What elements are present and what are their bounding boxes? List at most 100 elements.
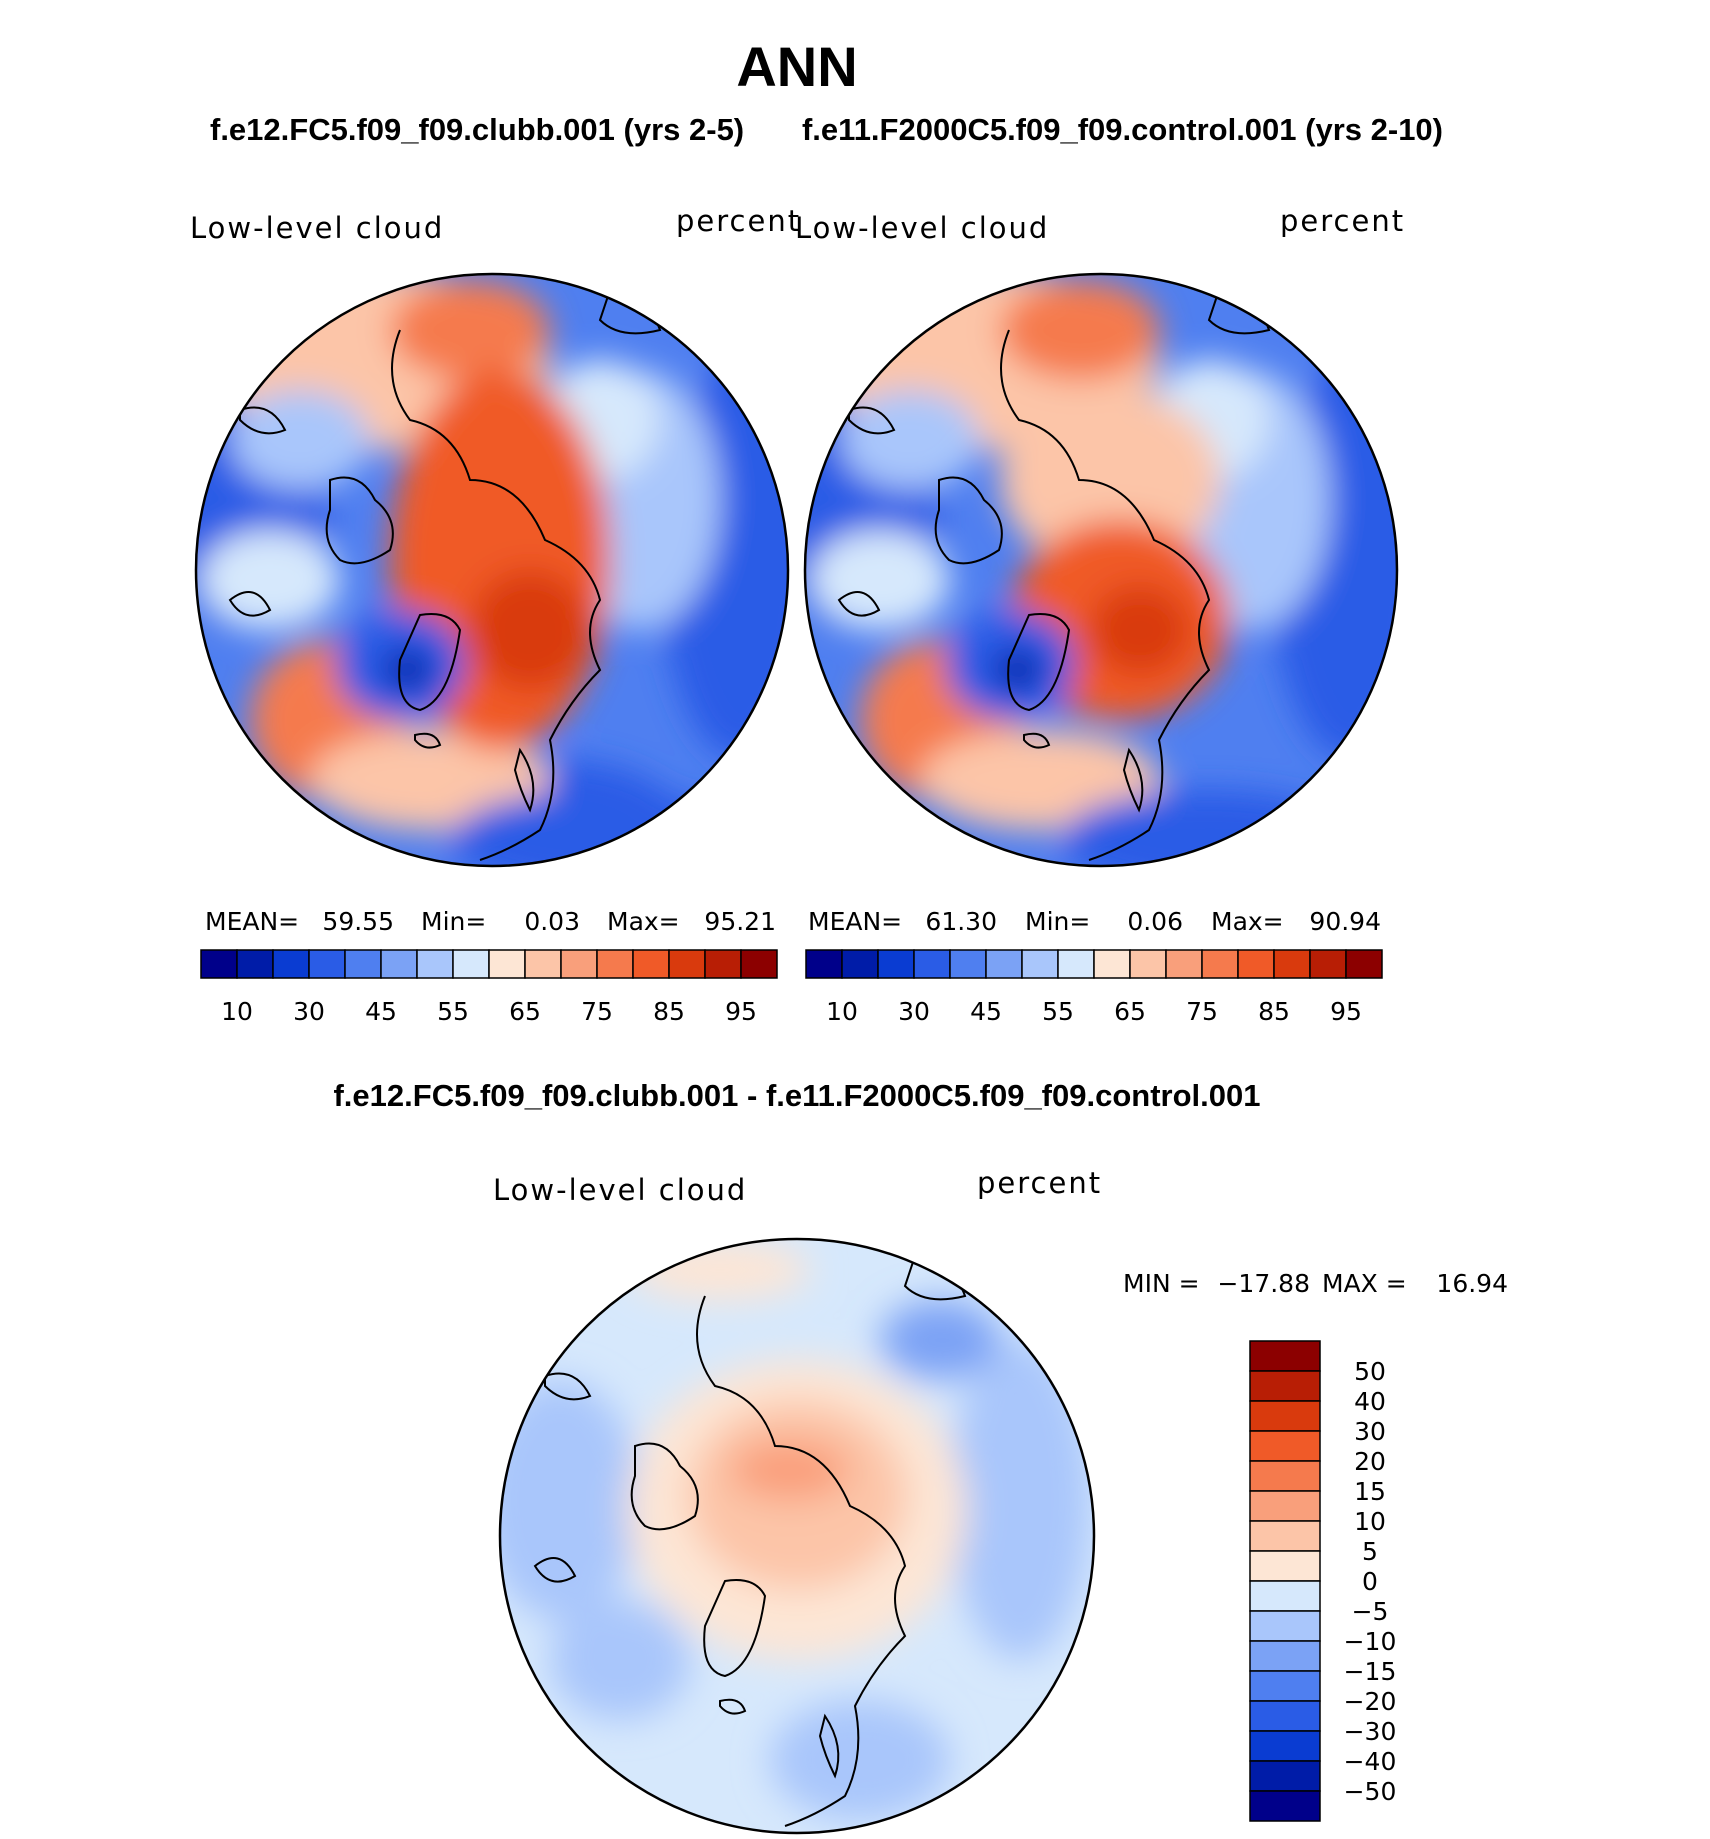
panel-a-mean-value: 59.55 (322, 907, 394, 936)
colorbar-swatch (1249, 1550, 1321, 1582)
panel-c-min-label: MIN = (1123, 1269, 1200, 1298)
panel-c-min-value: −17.88 (1217, 1269, 1310, 1298)
colorbar-tick-label: 50 (1354, 1357, 1386, 1386)
colorbar-tick-label: 55 (437, 997, 469, 1026)
colorbar-swatch (1249, 1760, 1321, 1792)
colorbar-swatch (1273, 949, 1311, 979)
panel-c-map-field (500, 1239, 1094, 1833)
colorbar-swatch (1249, 1490, 1321, 1522)
colorbar-tick-label: 20 (1354, 1447, 1386, 1476)
colorbar-swatch (1057, 949, 1095, 979)
colorbar-tick-label: 85 (653, 997, 685, 1026)
colorbar-swatch (632, 949, 670, 979)
colorbar-tick-label: 65 (1114, 997, 1146, 1026)
colorbar-tick-label: 15 (1354, 1477, 1386, 1506)
colorbar-swatch (488, 949, 526, 979)
colorbar-tick-label: 95 (725, 997, 757, 1026)
colorbar-tick-label: 10 (221, 997, 253, 1026)
colorbar-swatch (740, 949, 778, 979)
colorbar-swatch (913, 949, 951, 979)
panel-c-stats: MIN = −17.88 MAX = 16.94 (1123, 1269, 1508, 1298)
colorbar-swatch (841, 949, 879, 979)
colorbar-tick-label: 45 (970, 997, 1002, 1026)
colorbar-swatch (1249, 1730, 1321, 1762)
colorbar-tick-label: −50 (1344, 1777, 1397, 1806)
colorbar-swatch (380, 949, 418, 979)
colorbar-swatch (877, 949, 915, 979)
colorbar-swatch (1249, 1520, 1321, 1552)
panel-c-coastlines (533, 1254, 967, 1827)
colorbar-tick-label: 65 (509, 997, 541, 1026)
colorbar-swatch (1201, 949, 1239, 979)
colorbar-swatch (596, 949, 634, 979)
colorbar-swatch (236, 949, 274, 979)
colorbar-swatch (1249, 1340, 1321, 1372)
colorbar-swatch (805, 949, 843, 979)
panel-a-max-label: Max= (607, 907, 680, 936)
colorbar-swatch (1249, 1670, 1321, 1702)
panel-a-mean-label: MEAN= (205, 907, 299, 936)
panel-a-map-border (194, 272, 790, 868)
colorbar-swatch (560, 949, 598, 979)
colorbar-swatch (1093, 949, 1131, 979)
colorbar-tick-label: 85 (1258, 997, 1290, 1026)
panel-c-max-label: MAX = (1322, 1269, 1407, 1298)
colorbar-tick-label: 30 (293, 997, 325, 1026)
colorbar-tick-label: 55 (1042, 997, 1074, 1026)
panel-b-min-value: 0.06 (1127, 907, 1183, 936)
colorbar-tick-label: −10 (1344, 1627, 1397, 1656)
diff-title: f.e12.FC5.f09_f09.clubb.001 - f.e11.F200… (333, 1078, 1260, 1113)
colorbar-swatch (1249, 1370, 1321, 1402)
colorbar-swatch (416, 949, 454, 979)
colorbar-tick-label: −20 (1344, 1687, 1397, 1716)
panel-b-map-field (805, 274, 1397, 866)
colorbar-tick-label: 95 (1330, 997, 1362, 1026)
panel-a-stats: MEAN= 59.55 Min= 0.03 Max= 95.21 (205, 907, 776, 936)
colorbar-swatch (1249, 1640, 1321, 1672)
colorbar-tick-label: 30 (1354, 1417, 1386, 1446)
subtitle-left: f.e12.FC5.f09_f09.clubb.001 (yrs 2-5) (210, 112, 744, 147)
figure-title: ANN (736, 35, 857, 98)
panel-a-min-value: 0.03 (524, 907, 580, 936)
colorbar-swatch (1129, 949, 1167, 979)
panel-b-coastlines (837, 288, 1271, 861)
colorbar-tick-label: −5 (1352, 1597, 1389, 1626)
panel-b-min-label: Min= (1025, 907, 1090, 936)
panel-difference: Low-level cloud percent (493, 1166, 1508, 1835)
colorbar-swatch (1237, 949, 1275, 979)
colorbar-tick-label: 75 (581, 997, 613, 1026)
panel-b-max-label: Max= (1211, 907, 1284, 936)
colorbar-swatch (1249, 1460, 1321, 1492)
panel-a-colorbar: 10 30 45 55 65 75 85 95 (200, 949, 778, 1026)
panel-b-units: percent (1280, 204, 1405, 238)
colorbar-swatch (1249, 1430, 1321, 1462)
panel-b-map-border (803, 272, 1399, 868)
panel-c-max-value: 16.94 (1436, 1269, 1508, 1298)
colorbar-swatch (1249, 1700, 1321, 1732)
panel-b-mean-value: 61.30 (925, 907, 997, 936)
colorbar-tick-label: −15 (1344, 1657, 1397, 1686)
panel-c-units: percent (977, 1166, 1102, 1200)
colorbar-tick-label: 0 (1362, 1567, 1378, 1596)
colorbar-swatch (452, 949, 490, 979)
colorbar-tick-label: −30 (1344, 1717, 1397, 1746)
colorbar-tick-label: 45 (365, 997, 397, 1026)
colorbar-tick-label: 10 (1354, 1507, 1386, 1536)
panel-model-a: Low-level cloud percent (190, 204, 799, 1026)
panel-c-variable: Low-level cloud (493, 1173, 747, 1207)
panel-a-max-value: 95.21 (704, 907, 776, 936)
colorbar-swatch (308, 949, 346, 979)
panel-b-max-value: 90.94 (1309, 907, 1381, 936)
panel-b-stats: MEAN= 61.30 Min= 0.06 Max= 90.94 (808, 907, 1381, 936)
colorbar-swatch (1021, 949, 1059, 979)
colorbar-tick-label: 40 (1354, 1387, 1386, 1416)
panel-model-b: Low-level cloud percent (795, 204, 1405, 1026)
colorbar-swatch (1309, 949, 1347, 979)
colorbar-swatch (704, 949, 742, 979)
colorbar-swatch (1249, 1400, 1321, 1432)
colorbar-swatch (985, 949, 1023, 979)
panel-a-map-field (196, 274, 788, 866)
panel-b-colorbar: 10 30 45 55 65 75 85 95 (805, 949, 1383, 1026)
